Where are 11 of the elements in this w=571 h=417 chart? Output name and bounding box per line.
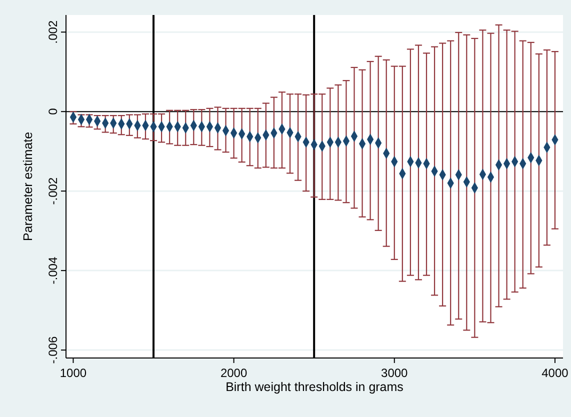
x-axis-title: Birth weight thresholds in grams: [226, 380, 404, 394]
y-tick-label: -.006: [46, 336, 60, 364]
y-tick-label: .002: [46, 20, 60, 44]
x-tick-label: 4000: [542, 366, 569, 380]
y-axis-title: Parameter estimate: [21, 132, 35, 242]
y-tick-label: -.004: [46, 256, 60, 284]
y-tick-label: -.002: [46, 177, 60, 205]
y-tick-label: 0: [46, 108, 60, 115]
x-tick-label: 3000: [381, 366, 408, 380]
x-tick-label: 1000: [60, 366, 87, 380]
x-tick-label: 2000: [220, 366, 248, 380]
